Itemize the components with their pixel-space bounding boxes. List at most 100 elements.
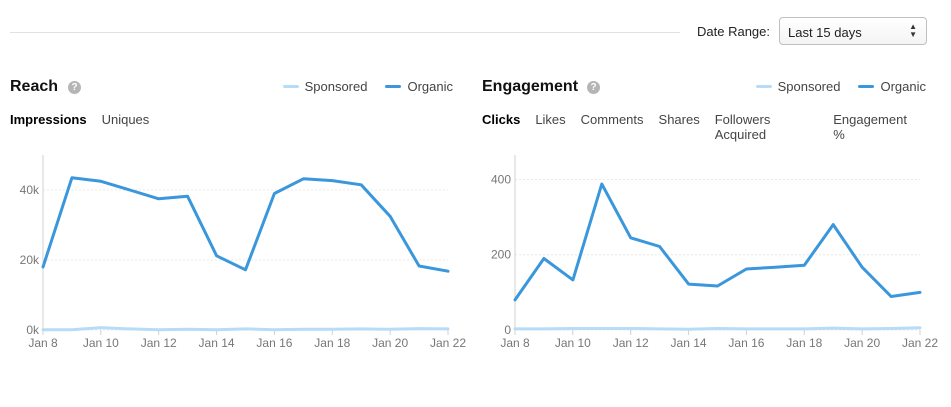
series-line-organic — [41, 176, 450, 273]
date-range-label: Date Range: — [697, 24, 770, 39]
tab-uniques[interactable]: Uniques — [101, 112, 150, 127]
engagement-panel: Engagement ? Sponsored Organic Clicks Lik… — [472, 0, 938, 407]
data-point-sponsored — [331, 328, 334, 331]
tab-shares[interactable]: Shares — [658, 112, 700, 127]
tab-impressions[interactable]: Impressions — [10, 112, 87, 127]
data-point-organic — [918, 291, 922, 294]
legend-item-organic[interactable]: Organic — [385, 79, 453, 94]
data-point-sponsored — [99, 326, 103, 329]
data-point-organic — [302, 177, 305, 180]
data-point-sponsored — [658, 327, 661, 331]
data-point-sponsored — [244, 327, 247, 331]
data-point-organic — [600, 182, 603, 186]
x-tick-label: Jan 22 — [430, 336, 466, 350]
x-tick-label: Jan 14 — [199, 336, 235, 350]
y-tick-label: 0 — [504, 323, 511, 337]
data-point-organic — [687, 282, 690, 286]
x-tick-label: Jan 16 — [256, 336, 292, 350]
data-point-organic — [542, 257, 546, 260]
data-point-organic — [629, 236, 632, 239]
x-tick-label: Jan 18 — [786, 336, 822, 350]
data-point-organic — [446, 270, 450, 273]
data-point-organic — [889, 295, 893, 298]
data-point-organic — [658, 245, 661, 248]
tab-comments[interactable]: Comments — [580, 112, 644, 127]
select-arrows-icon: ▲ ▼ — [909, 22, 917, 39]
engagement-chart: 0 200 400 Jan 8 Jan 10 Jan 12 Jan 14 Jan 16 Jan … — [491, 155, 938, 350]
tab-followers-acquired[interactable]: Followers Acquired — [714, 112, 771, 142]
data-point-sponsored — [360, 327, 363, 331]
x-tick-label: Jan 12 — [613, 336, 649, 350]
reach-panel: Reach ? Sponsored Organic Impressions Uni… — [0, 0, 466, 407]
x-tick-label: Jan 10 — [83, 336, 119, 350]
help-icon[interactable]: ? — [587, 81, 600, 94]
data-point-organic — [215, 254, 218, 257]
tab-likes[interactable]: Likes — [535, 112, 566, 127]
data-point-sponsored — [889, 327, 893, 330]
legend-label-organic: Organic — [880, 79, 926, 94]
data-point-organic — [186, 195, 189, 198]
data-point-sponsored — [745, 327, 748, 331]
data-point-sponsored — [860, 327, 864, 331]
legend-label-sponsored: Sponsored — [777, 79, 841, 94]
tab-clicks[interactable]: Clicks — [482, 112, 521, 127]
date-range-select[interactable]: Last 15 days ▲ ▼ — [779, 17, 927, 45]
legend-swatch-organic — [858, 85, 875, 88]
data-point-sponsored — [446, 327, 450, 331]
reach-tabs: Impressions Uniques — [10, 112, 164, 127]
data-point-sponsored — [215, 328, 218, 331]
help-icon[interactable]: ? — [68, 81, 81, 94]
data-point-sponsored — [157, 328, 160, 331]
data-point-sponsored — [629, 327, 632, 330]
x-tick-label: Jan 16 — [728, 336, 764, 350]
chart-legend: Sponsored Organic — [738, 79, 926, 94]
data-point-sponsored — [687, 328, 690, 331]
data-point-organic — [745, 267, 748, 271]
data-point-sponsored — [832, 326, 835, 330]
date-range-value: Last 15 days — [788, 25, 862, 40]
legend-swatch-sponsored — [282, 85, 299, 88]
data-point-organic — [571, 278, 575, 282]
data-point-organic — [331, 179, 334, 182]
data-point-sponsored — [70, 328, 74, 331]
data-point-sponsored — [513, 327, 517, 331]
data-point-sponsored — [302, 328, 305, 331]
x-tick-label: Jan 10 — [555, 336, 591, 350]
data-point-organic — [99, 180, 103, 183]
legend-item-sponsored[interactable]: Sponsored — [282, 79, 367, 94]
data-point-sponsored — [571, 327, 575, 330]
data-point-sponsored — [600, 327, 603, 330]
panel-title: Reach — [10, 78, 59, 95]
reach-chart: 0k 20k 40k Jan 8 Jan 10 Jan 12 Jan 14 Jan 16 Jan… — [20, 155, 466, 350]
panel-title: Engagement — [482, 78, 579, 95]
data-point-sponsored — [186, 328, 189, 331]
legend-label-organic: Organic — [407, 79, 453, 94]
data-point-sponsored — [774, 327, 777, 331]
legend-item-sponsored[interactable]: Sponsored — [755, 79, 841, 94]
data-point-organic — [513, 298, 517, 302]
data-point-sponsored — [388, 328, 392, 331]
data-point-organic — [774, 265, 777, 269]
x-tick-label: Jan 14 — [671, 336, 707, 350]
data-point-organic — [832, 223, 835, 226]
data-point-sponsored — [273, 328, 276, 331]
y-tick-label: 400 — [491, 172, 511, 186]
data-point-organic — [388, 215, 392, 218]
data-point-sponsored — [918, 326, 922, 329]
data-point-organic — [244, 268, 247, 271]
data-point-organic — [41, 265, 45, 269]
chart-legend: Sponsored Organic — [265, 79, 453, 94]
data-point-sponsored — [41, 328, 45, 331]
data-point-sponsored — [716, 327, 719, 330]
tab-engagement[interactable]: Engagement % — [833, 112, 907, 142]
data-point-sponsored — [542, 327, 546, 331]
legend-item-organic[interactable]: Organic — [858, 79, 926, 94]
data-point-organic — [360, 183, 363, 186]
y-tick-label: 0k — [26, 323, 40, 337]
x-tick-label: Jan 20 — [844, 336, 880, 350]
data-point-sponsored — [803, 327, 806, 331]
x-tick-label: Jan 18 — [314, 336, 350, 350]
data-point-organic — [716, 284, 719, 288]
data-point-organic — [803, 264, 806, 267]
data-point-organic — [70, 176, 74, 179]
